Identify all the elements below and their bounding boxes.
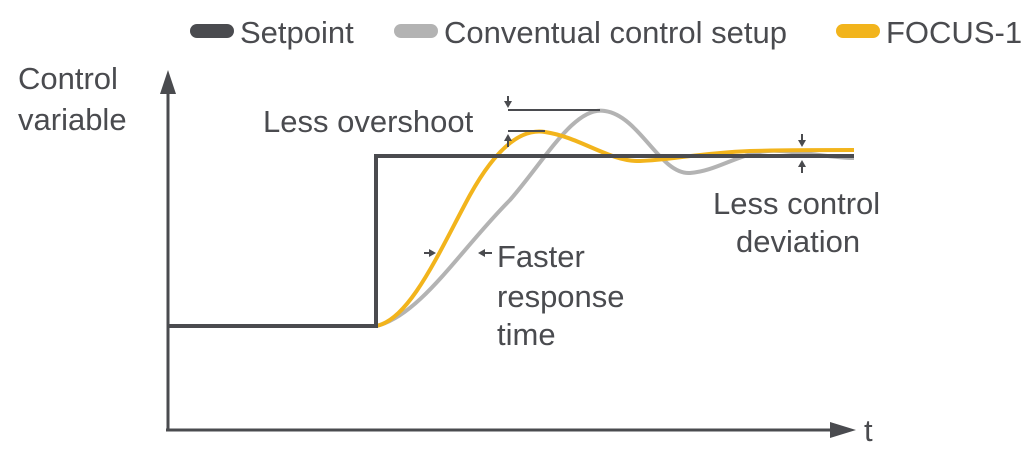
response-annotation: Faster response time [424, 239, 625, 352]
response-arrow-right-icon [478, 249, 485, 257]
legend-swatch-focus [836, 24, 880, 38]
axes: t [160, 70, 873, 448]
overshoot-arrow-bottom-icon [504, 134, 512, 141]
focus-curve [375, 129, 855, 328]
response-label-line1: Faster [497, 239, 585, 274]
setpoint-line [168, 154, 854, 328]
deviation-label-line1: Less control [713, 186, 880, 221]
legend-item-setpoint: Setpoint [190, 15, 354, 50]
deviation-arrow-bottom-icon [798, 160, 806, 167]
y-axis-label-line1: Control [18, 61, 118, 96]
legend-label-conventional: Conventual control setup [444, 15, 787, 50]
response-label-line2: response [497, 279, 625, 314]
deviation-annotation: Less control deviation [713, 134, 880, 259]
overshoot-annotation: Less overshoot [263, 96, 600, 147]
legend-label-focus: FOCUS-1 [886, 15, 1022, 50]
legend-item-focus: FOCUS-1 [836, 15, 1022, 50]
legend-swatch-setpoint [190, 24, 234, 38]
overshoot-arrow-top-icon [504, 101, 512, 108]
x-axis-label: t [864, 413, 873, 448]
y-axis-label-line2: variable [18, 102, 127, 137]
x-axis-arrow [830, 422, 856, 438]
legend-item-conventional: Conventual control setup [394, 15, 787, 50]
deviation-label-line2: deviation [736, 224, 860, 259]
y-axis-arrow [160, 70, 176, 94]
deviation-arrow-top-icon [798, 140, 806, 147]
response-arrow-left-icon [429, 249, 436, 257]
legend-label-setpoint: Setpoint [240, 15, 354, 50]
response-label-line3: time [497, 317, 556, 352]
overshoot-label: Less overshoot [263, 104, 474, 139]
legend-swatch-conventional [394, 24, 438, 38]
legend: Setpoint Conventual control setup FOCUS-… [190, 15, 1022, 50]
